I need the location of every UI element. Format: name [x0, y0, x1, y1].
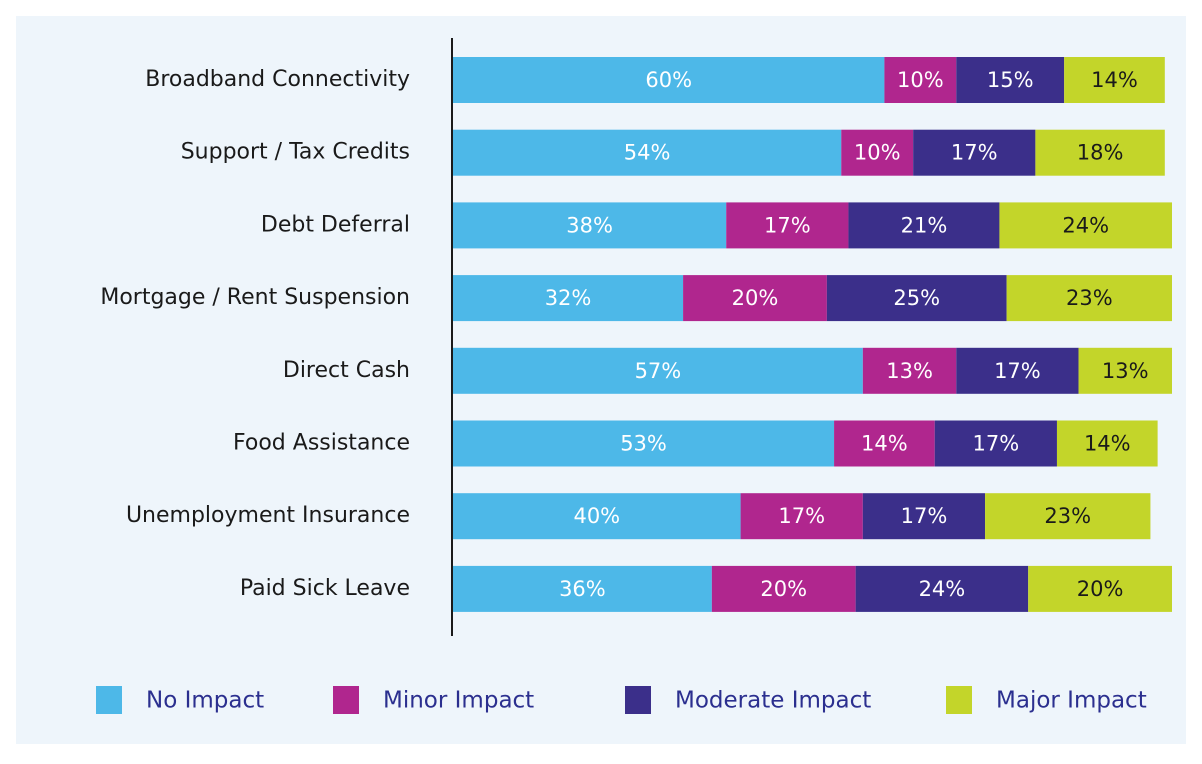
data-label: 17% [778, 504, 825, 528]
data-label: 10% [897, 68, 944, 92]
bar-segment [453, 347, 863, 394]
legend-swatch [625, 686, 651, 714]
bar-segment [1006, 275, 1172, 322]
bar-segment [453, 57, 885, 103]
data-label: 24% [1062, 213, 1109, 237]
bar-segment [862, 493, 986, 540]
bar-segment [848, 202, 1000, 249]
bar-segment [855, 565, 1029, 612]
data-label: 21% [901, 213, 948, 237]
data-label: 18% [1077, 141, 1124, 165]
data-label: 20% [760, 577, 807, 601]
data-label: 40% [573, 504, 620, 528]
category-label: Support / Tax Credits [181, 140, 410, 165]
category-label: Paid Sick Leave [240, 576, 410, 601]
bar-segment [683, 275, 827, 322]
data-label: 25% [893, 286, 940, 310]
bar-segment [985, 493, 1151, 540]
bar-segment [1028, 565, 1172, 612]
data-label: 17% [901, 504, 948, 528]
data-label: 24% [919, 577, 966, 601]
data-label: 60% [645, 68, 692, 92]
legend-label: Minor Impact [383, 688, 534, 714]
data-label: 13% [1102, 359, 1149, 383]
bar-segment [453, 493, 741, 540]
data-label: 14% [1091, 68, 1138, 92]
data-label: 36% [559, 577, 606, 601]
data-label: 10% [854, 141, 901, 165]
legend-swatch [946, 686, 972, 714]
bar-segment [956, 347, 1079, 394]
bar-segment [1064, 57, 1165, 103]
category-label: Broadband Connectivity [145, 67, 410, 92]
bar-segment [862, 347, 957, 394]
data-label: 53% [620, 432, 667, 456]
bar-segment [1035, 129, 1165, 176]
legend-swatch [96, 686, 122, 714]
legend-label: Moderate Impact [675, 688, 871, 714]
bar-segment [740, 493, 863, 540]
data-label: 38% [566, 213, 613, 237]
bar-segment [834, 420, 935, 467]
data-label: 15% [987, 68, 1034, 92]
data-label: 14% [861, 432, 908, 456]
bar-segment [999, 202, 1172, 249]
bar-segment [1078, 347, 1172, 394]
data-label: 17% [973, 432, 1020, 456]
category-label: Mortgage / Rent Suspension [100, 285, 410, 310]
category-label: Debt Deferral [261, 212, 410, 237]
category-label: Food Assistance [233, 431, 410, 456]
bar-segment [453, 420, 835, 467]
data-label: 23% [1044, 504, 1091, 528]
data-label: 17% [951, 141, 998, 165]
bar-segment [711, 565, 856, 612]
data-label: 17% [994, 359, 1041, 383]
legend-swatch [333, 686, 359, 714]
category-label: Unemployment Insurance [126, 503, 410, 528]
data-label: 20% [732, 286, 779, 310]
bar-segment [726, 202, 849, 249]
legend-label: Major Impact [996, 688, 1147, 714]
data-label: 32% [545, 286, 592, 310]
bar-segment [826, 275, 1007, 322]
data-label: 54% [624, 141, 671, 165]
bar-segment [1056, 420, 1158, 467]
bar-segment [453, 275, 684, 322]
bar-segment [453, 129, 842, 176]
category-label: Direct Cash [283, 358, 410, 383]
bar-segment [913, 129, 1036, 176]
data-label: 57% [635, 359, 682, 383]
bar-segment [884, 57, 957, 103]
data-label: 17% [764, 213, 811, 237]
bar-segment [956, 57, 1065, 103]
data-label: 20% [1077, 577, 1124, 601]
bar-segment [934, 420, 1057, 467]
legend-label: No Impact [146, 688, 264, 714]
data-label: 14% [1084, 432, 1131, 456]
bar-segment [841, 129, 914, 176]
bar-segment [453, 565, 712, 612]
bar-segment [453, 202, 727, 249]
data-label: 13% [886, 359, 933, 383]
data-label: 23% [1066, 286, 1113, 310]
